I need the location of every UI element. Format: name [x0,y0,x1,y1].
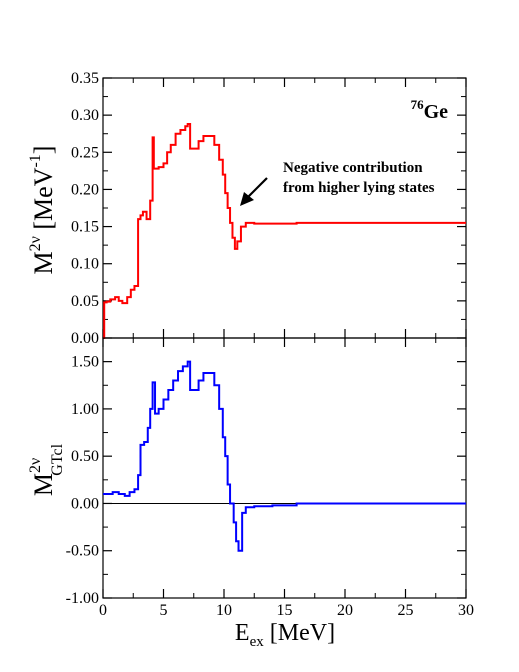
bottom-y-ticks: -1.00 -0.50 0.00 0.50 1.00 1.50 [66,338,467,607]
y-tick-label: 0.15 [71,219,99,236]
top-panel: 0.00 0.05 0.10 0.15 0.20 0.25 0.30 0.35 76Ge Ne… [27,70,467,347]
bottom-ylabel-main: M [29,473,58,496]
y-tick-label: 0.05 [71,293,99,310]
bottom-panel: -1.00-0.500.000.501.001.50 0 5 10 15 20 25 30 … [27,337,474,650]
bottom-y-axis-label: M2ν GTcl [27,443,66,496]
bottom-x-ticks: 0 5 10 15 20 25 30 [99,602,474,619]
y-tick-label: 1.00 [71,401,99,418]
bottom-ylabel-sup: 2ν [27,458,44,473]
y-tick-label: 0.35 [71,70,99,87]
bottom-series-line [103,360,466,552]
annotation-line-2: from higher lying states [283,180,435,196]
xlabel-unit: [MeV] [264,620,335,646]
top-y-axis-label: M2ν [MeV-1] [27,146,58,275]
x-tick-label: 30 [458,602,474,619]
y-tick-label: 0.10 [71,256,99,273]
top-ylabel-main: M [29,251,58,274]
nucleus-symbol: Ge [424,101,449,123]
nucleus-label: 76Ge [411,97,449,123]
y-tick-label: 0.00 [71,495,99,512]
xlabel-main: E [235,620,250,646]
top-ylabel-unit-close: ] [29,146,58,155]
top-y-ticks: 0.00 0.05 0.10 0.15 0.20 0.25 0.30 0.35 [71,70,467,347]
bottom-ylabel-sub: GTcl [49,443,66,475]
x-tick-label: 10 [216,602,232,619]
x-axis-label: Eex [MeV] [235,620,335,650]
y-tick-label: 0.20 [71,181,99,198]
y-tick-label: 0.30 [71,107,99,124]
nucleus-mass: 76 [411,97,425,112]
y-tick-label: -0.50 [66,543,99,560]
top-plot-frame [102,77,467,339]
x-tick-label: 25 [398,602,414,619]
y-tick-label: 0.50 [71,448,99,465]
annotation-line-1: Negative contribution [283,160,423,176]
top-series-line [103,123,466,339]
y-tick-label: 1.50 [71,354,99,371]
annotation-arrow [240,177,268,206]
top-ylabel-unit: [MeV [29,167,58,236]
y-tick-label: -1.00 [66,590,99,607]
y-tick-label: 0.00 [71,330,99,347]
x-tick-label: 15 [277,602,293,619]
bottom-plot-frame [102,337,467,599]
x-tick-label: 5 [160,602,168,619]
xlabel-sub: ex [250,634,265,650]
top-ylabel-sup: 2ν [27,236,44,251]
x-tick-label: 20 [337,602,353,619]
y-tick-label: 0.25 [71,144,99,161]
top-ylabel-unit-sup: -1 [27,154,44,167]
x-tick-label: 0 [99,602,107,619]
